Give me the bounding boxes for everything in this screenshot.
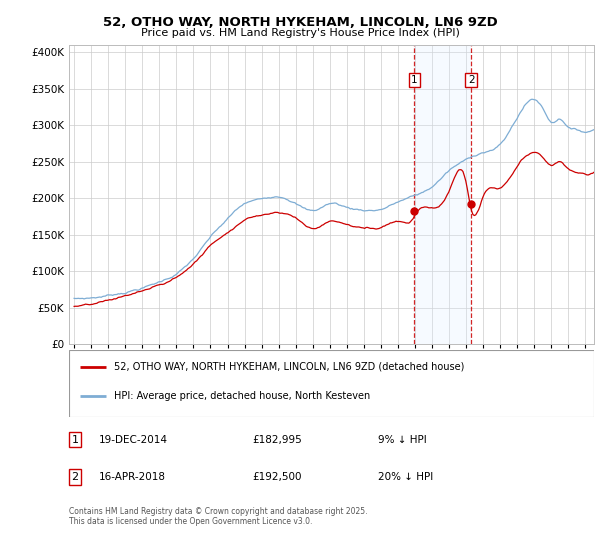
Text: 52, OTHO WAY, NORTH HYKEHAM, LINCOLN, LN6 9ZD (detached house): 52, OTHO WAY, NORTH HYKEHAM, LINCOLN, LN… xyxy=(113,362,464,372)
Text: £192,500: £192,500 xyxy=(252,472,302,482)
Text: 19-DEC-2014: 19-DEC-2014 xyxy=(99,435,168,445)
Text: HPI: Average price, detached house, North Kesteven: HPI: Average price, detached house, Nort… xyxy=(113,391,370,401)
Text: Price paid vs. HM Land Registry's House Price Index (HPI): Price paid vs. HM Land Registry's House … xyxy=(140,28,460,38)
FancyBboxPatch shape xyxy=(69,350,594,417)
Text: 2: 2 xyxy=(71,472,79,482)
Text: 1: 1 xyxy=(411,75,418,85)
Text: 20% ↓ HPI: 20% ↓ HPI xyxy=(378,472,433,482)
Text: 2: 2 xyxy=(468,75,475,85)
Text: 1: 1 xyxy=(71,435,79,445)
Text: 16-APR-2018: 16-APR-2018 xyxy=(99,472,166,482)
Text: Contains HM Land Registry data © Crown copyright and database right 2025.
This d: Contains HM Land Registry data © Crown c… xyxy=(69,507,367,526)
Bar xyxy=(415,45,471,344)
Text: £182,995: £182,995 xyxy=(252,435,302,445)
Text: 9% ↓ HPI: 9% ↓ HPI xyxy=(378,435,427,445)
Text: 52, OTHO WAY, NORTH HYKEHAM, LINCOLN, LN6 9ZD: 52, OTHO WAY, NORTH HYKEHAM, LINCOLN, LN… xyxy=(103,16,497,29)
